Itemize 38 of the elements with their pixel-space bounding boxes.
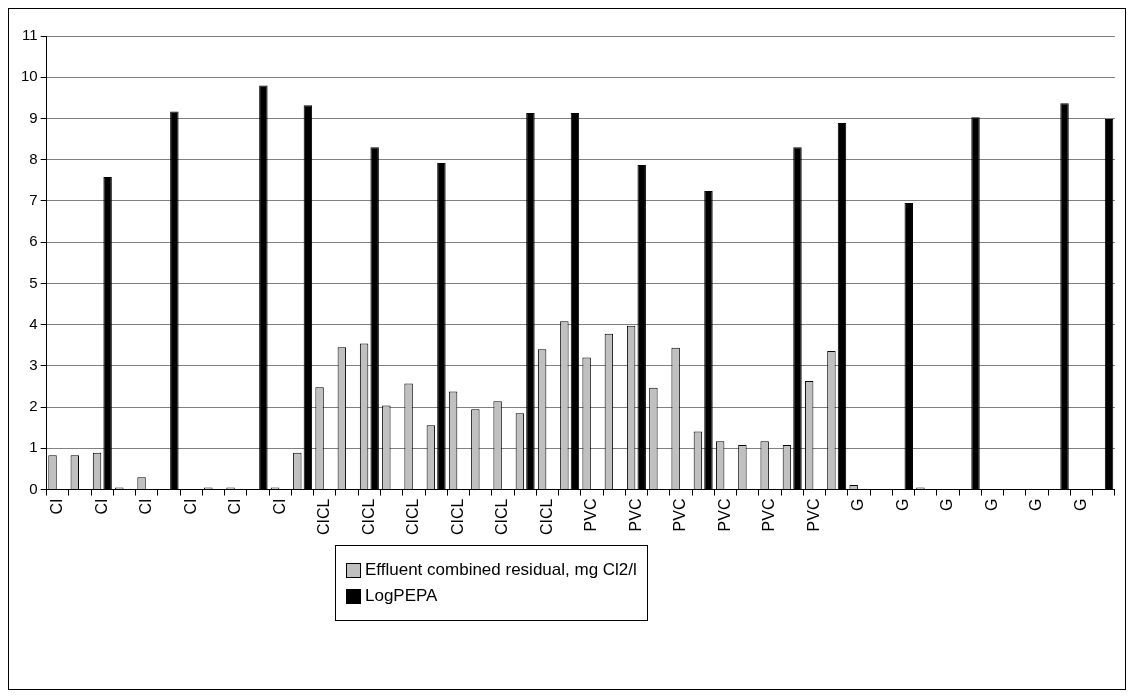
- x-tick-label: CI: [92, 498, 110, 515]
- x-tick-label: G: [893, 498, 911, 511]
- x-tick-label: G: [1071, 498, 1089, 511]
- x-tick-label: PVC: [760, 498, 778, 532]
- x-tick-label: CICL: [448, 498, 466, 535]
- y-tick-label: 10: [21, 67, 38, 85]
- y-tick-label: 6: [29, 232, 38, 250]
- y-tick-label: 2: [29, 397, 38, 415]
- x-tick-label: CICL: [315, 498, 333, 535]
- x-tick-label: CI: [181, 498, 199, 515]
- x-tick-label: PVC: [582, 498, 600, 532]
- x-tick-label: PVC: [715, 498, 733, 532]
- x-tick-label: PVC: [626, 498, 644, 532]
- y-tick-label: 11: [22, 26, 38, 44]
- x-tick-label: CICL: [493, 498, 511, 535]
- y-tick-label: 1: [29, 438, 38, 456]
- x-tick-label: PVC: [671, 498, 689, 532]
- y-tick-label: 8: [29, 149, 38, 167]
- x-tick-label: G: [938, 498, 956, 511]
- y-tick-label: 0: [29, 479, 38, 497]
- y-tick-label: 5: [29, 273, 38, 291]
- x-tick-label: CICL: [359, 498, 377, 535]
- x-tick-label: CICL: [537, 498, 555, 535]
- y-tick-label: 3: [29, 355, 38, 373]
- x-tick-label: CICL: [404, 498, 422, 535]
- x-tick-label: G: [849, 498, 867, 511]
- x-tick-label: G: [982, 498, 1000, 511]
- x-tick-label: PVC: [804, 498, 822, 532]
- legend-label: Effluent combined residual, mg Cl2/l: [365, 560, 637, 580]
- x-tick-label: CI: [270, 498, 288, 515]
- legend-label: LogPEPA: [365, 586, 438, 606]
- x-tick-label: G: [1027, 498, 1045, 511]
- y-tick-label: 4: [29, 314, 38, 332]
- x-tick-label: CI: [48, 498, 66, 515]
- x-tick-label: CI: [226, 498, 244, 515]
- x-tick-label: CI: [137, 498, 155, 515]
- y-tick-label: 9: [29, 108, 38, 126]
- y-tick-label: 7: [29, 191, 38, 209]
